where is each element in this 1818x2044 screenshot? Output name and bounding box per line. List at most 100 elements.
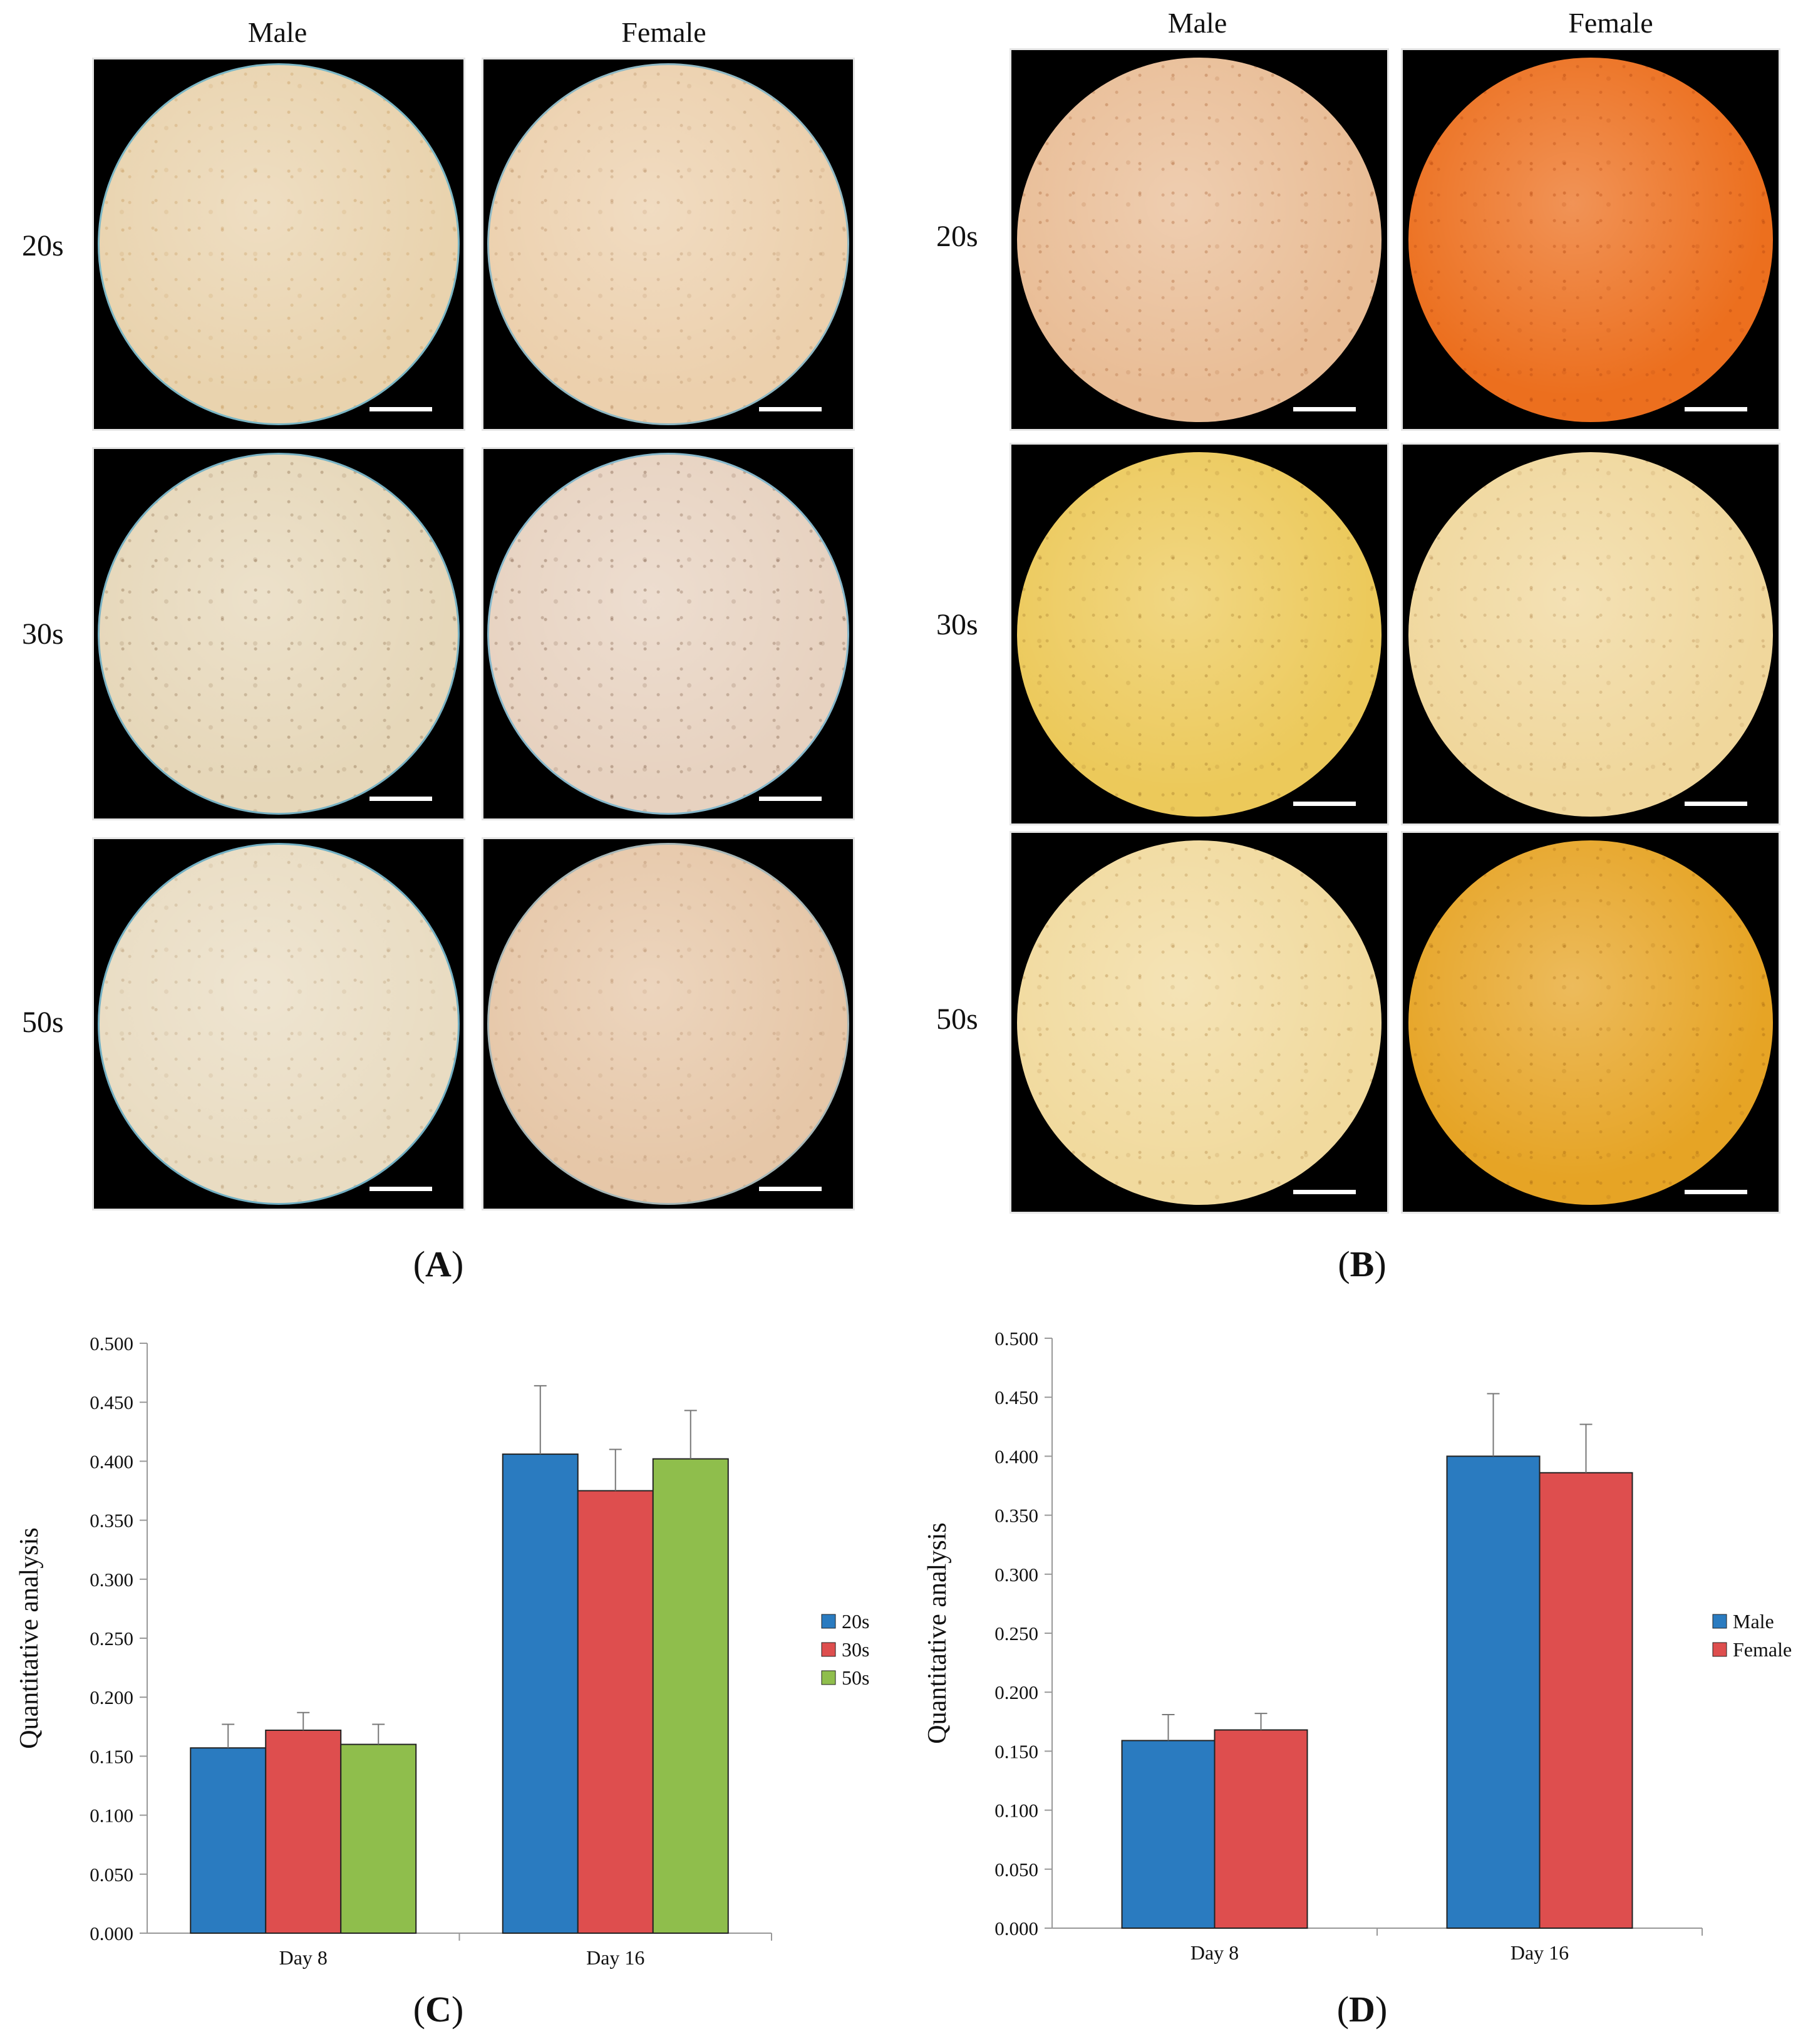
x-tick-label: Day 16 bbox=[1511, 1941, 1569, 1964]
scale-bar bbox=[1685, 407, 1747, 411]
microscope-field bbox=[1407, 450, 1775, 818]
b-50s-female-micrograph bbox=[1403, 833, 1779, 1212]
microscope-field bbox=[487, 843, 849, 1205]
b-20s-female-micrograph bbox=[1403, 50, 1779, 429]
y-tick-label: 0.450 bbox=[90, 1391, 133, 1413]
microscope-field bbox=[1015, 55, 1383, 424]
scale-bar bbox=[759, 797, 822, 801]
y-tick-label: 0.300 bbox=[994, 1564, 1038, 1586]
legend-label: 20s bbox=[842, 1610, 869, 1633]
x-tick-label: Day 16 bbox=[586, 1946, 644, 1969]
y-tick-label: 0.200 bbox=[994, 1681, 1038, 1703]
y-tick-label: 0.050 bbox=[994, 1859, 1038, 1881]
panel-a-header-male: Male bbox=[247, 16, 307, 48]
scale-bar bbox=[1293, 802, 1356, 806]
scale-bar bbox=[759, 407, 822, 411]
microscope-field bbox=[1015, 450, 1383, 818]
microscope-field bbox=[98, 63, 460, 425]
a-30s-female-micrograph bbox=[483, 449, 853, 818]
a-20s-male-micrograph bbox=[94, 59, 463, 429]
y-axis-label: Quantitative analysis bbox=[923, 1522, 952, 1743]
panel-label-d: (D) bbox=[1336, 1989, 1388, 2030]
y-tick-label: 0.500 bbox=[994, 1328, 1038, 1350]
a-30s-male-micrograph bbox=[94, 449, 463, 818]
scale-bar bbox=[1685, 1190, 1747, 1194]
a-50s-female-micrograph bbox=[483, 839, 853, 1209]
legend-swatch bbox=[1712, 1614, 1727, 1629]
microscope-field bbox=[487, 63, 849, 425]
bar-50s-day-8 bbox=[340, 1743, 417, 1934]
x-tick-label: Day 8 bbox=[279, 1946, 328, 1969]
bar-female-day-8 bbox=[1214, 1729, 1308, 1929]
bar-20s-day-8 bbox=[190, 1747, 267, 1934]
chart-c: 0.000 0.050 0.100 0.150 0.200 0.250 0.300 0.350… bbox=[15, 1333, 869, 1969]
microscope-field bbox=[1407, 55, 1775, 424]
bar-20s-day-16 bbox=[502, 1453, 579, 1934]
b-30s-female-micrograph bbox=[1403, 445, 1779, 823]
y-tick-label: 0.350 bbox=[994, 1505, 1038, 1527]
panel-b-row-50s: 50s bbox=[936, 1003, 978, 1036]
y-tick-label: 0.100 bbox=[994, 1800, 1038, 1822]
b-50s-male-micrograph bbox=[1011, 833, 1387, 1212]
y-tick-label: 0.250 bbox=[90, 1628, 133, 1649]
y-tick-label: 0.100 bbox=[90, 1805, 133, 1827]
scale-bar bbox=[1293, 407, 1356, 411]
y-tick-label: 0.050 bbox=[90, 1864, 133, 1886]
legend-label: Female bbox=[1733, 1638, 1792, 1661]
panel-b-row-20s: 20s bbox=[936, 220, 978, 253]
chart-d: 0.000 0.050 0.100 0.150 0.200 0.250 0.300 0.350… bbox=[923, 1328, 1792, 1964]
y-tick-label: 0.450 bbox=[994, 1386, 1038, 1408]
panel-a-row-20s: 20s bbox=[22, 229, 64, 262]
panel-b-row-30s: 30s bbox=[936, 608, 978, 641]
bar-male-day-16 bbox=[1446, 1455, 1541, 1929]
microscope-field bbox=[1015, 838, 1383, 1207]
microscope-field bbox=[1407, 838, 1775, 1207]
legend-swatch bbox=[821, 1614, 836, 1629]
y-tick-label: 0.150 bbox=[994, 1740, 1038, 1762]
legend-label: 30s bbox=[842, 1638, 869, 1661]
bar-30s-day-8 bbox=[265, 1729, 342, 1934]
panel-b-header-female: Female bbox=[1568, 7, 1653, 39]
scale-bar bbox=[759, 1187, 822, 1191]
panel-label-a: (A) bbox=[413, 1244, 464, 1284]
legend-swatch bbox=[1712, 1642, 1727, 1657]
y-tick-label: 0.400 bbox=[90, 1450, 133, 1472]
y-tick-label: 0.400 bbox=[994, 1445, 1038, 1467]
y-axis-label: Quantitative analysis bbox=[15, 1527, 44, 1748]
legend-label: 50s bbox=[842, 1666, 869, 1689]
y-tick-label: 0.250 bbox=[994, 1623, 1038, 1644]
y-tick-label: 0.350 bbox=[90, 1510, 133, 1532]
scale-bar bbox=[369, 1187, 432, 1191]
bar-female-day-16 bbox=[1539, 1472, 1633, 1929]
scale-bar bbox=[369, 407, 432, 411]
panel-label-c: (C) bbox=[413, 1989, 464, 2030]
bar-50s-day-16 bbox=[652, 1458, 729, 1934]
y-tick-label: 0.000 bbox=[994, 1918, 1038, 1939]
legend-label: Male bbox=[1733, 1610, 1774, 1633]
x-tick-label: Day 8 bbox=[1190, 1941, 1239, 1964]
scale-bar bbox=[1293, 1190, 1356, 1194]
bar-male-day-8 bbox=[1121, 1740, 1216, 1929]
y-tick-label: 0.500 bbox=[90, 1333, 133, 1355]
microscope-field bbox=[487, 453, 849, 815]
y-tick-label: 0.300 bbox=[90, 1569, 133, 1591]
b-30s-male-micrograph bbox=[1011, 445, 1387, 823]
a-50s-male-micrograph bbox=[94, 839, 463, 1209]
scale-bar bbox=[369, 797, 432, 801]
legend-swatch bbox=[821, 1670, 836, 1685]
panel-a-row-50s: 50s bbox=[22, 1006, 64, 1039]
y-tick-label: 0.200 bbox=[90, 1686, 133, 1708]
y-tick-label: 0.000 bbox=[90, 1923, 133, 1944]
microscope-field bbox=[98, 843, 460, 1205]
a-20s-female-micrograph bbox=[483, 59, 853, 429]
b-20s-male-micrograph bbox=[1011, 50, 1387, 429]
y-tick-label: 0.150 bbox=[90, 1745, 133, 1767]
microscope-field bbox=[98, 453, 460, 815]
panel-b-header-male: Male bbox=[1167, 7, 1227, 39]
panel-a-header-female: Female bbox=[621, 16, 706, 48]
panel-a-row-30s: 30s bbox=[22, 617, 64, 651]
panel-label-b: (B) bbox=[1338, 1244, 1387, 1284]
bar-30s-day-16 bbox=[577, 1490, 654, 1934]
legend-swatch bbox=[821, 1642, 836, 1657]
scale-bar bbox=[1685, 802, 1747, 806]
